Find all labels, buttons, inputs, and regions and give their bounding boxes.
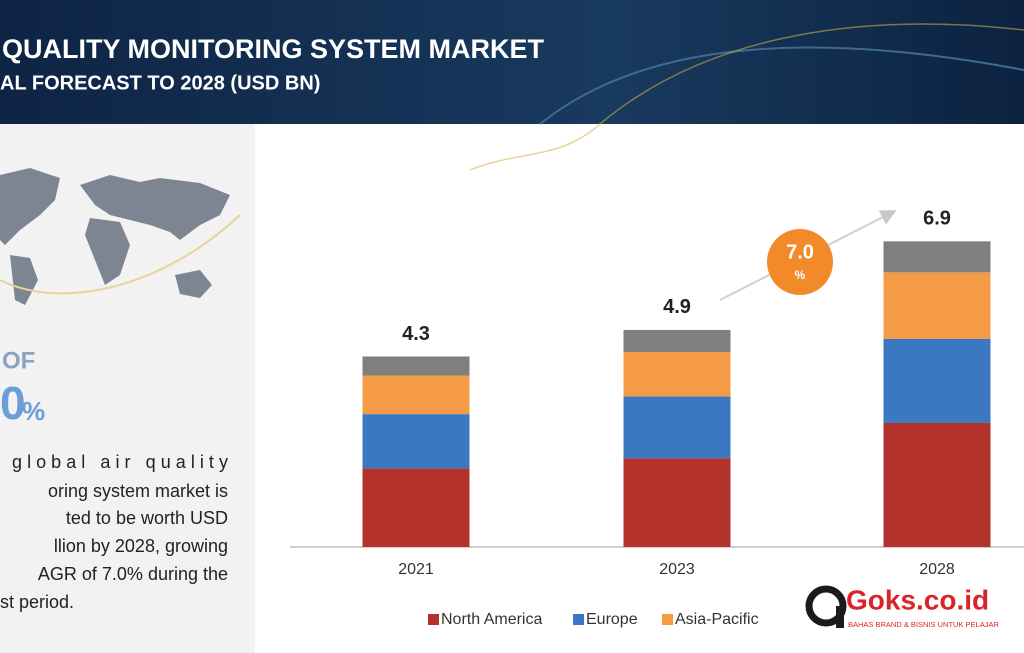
x-tick-label: 2023 <box>659 561 695 578</box>
highlight-label: OF <box>2 347 35 374</box>
description-line: st period. <box>0 592 74 612</box>
highlight-unit: % <box>22 396 45 426</box>
highlight-figure: 0 <box>0 377 26 429</box>
header-band <box>0 0 1024 124</box>
legend-swatch <box>573 614 584 625</box>
description-line: oring system market is <box>48 481 228 501</box>
bar-segment <box>623 352 731 397</box>
legend-swatch <box>428 614 439 625</box>
map-arc <box>0 214 241 295</box>
header-decor <box>599 23 1024 125</box>
bar-segment <box>623 458 731 547</box>
bar-segment <box>623 396 731 459</box>
bar-segment <box>883 338 991 423</box>
legend-label: Europe <box>586 611 638 628</box>
bar-segment <box>883 272 991 339</box>
bar-segment <box>883 241 991 273</box>
header-title: QUALITY MONITORING SYSTEM MARKET <box>2 34 545 64</box>
total-label: 6.9 <box>923 208 951 230</box>
legend-swatch <box>662 614 673 625</box>
total-label: 4.9 <box>663 296 691 318</box>
bar-segment <box>623 329 731 353</box>
description-line: llion by 2028, growing <box>54 536 228 556</box>
description-line: AGR of 7.0% during the <box>38 564 228 584</box>
legend-label: Asia-Pacific <box>675 611 759 628</box>
world-map <box>0 168 230 305</box>
cagr-bubble <box>767 229 833 295</box>
bar-segment <box>362 356 470 376</box>
header-decor <box>539 46 1024 125</box>
bar-chart: 4.3 2021 4.9 2023 6.9 2028 <box>362 208 991 578</box>
description-line: ted to be worth USD <box>66 508 228 528</box>
legend-label: North America <box>441 611 542 628</box>
chart-decor <box>469 123 601 171</box>
watermark-logo <box>836 606 844 628</box>
cagr-unit: % <box>795 268 806 282</box>
x-tick-label: 2028 <box>919 561 955 578</box>
bar-segment <box>362 468 470 547</box>
total-label: 4.3 <box>402 323 430 345</box>
bar-segment <box>883 422 991 547</box>
watermark-tagline: BAHAS BRAND & BISNIS UNTUK PELAJAR <box>848 620 999 629</box>
bar-segment <box>362 375 470 415</box>
watermark-brand: Goks.co.id <box>846 584 989 615</box>
bar-segment <box>362 414 470 469</box>
x-tick-label: 2021 <box>398 561 434 578</box>
header-subtitle: AL FORECAST TO 2028 (USD BN) <box>0 72 320 94</box>
cagr-value: 7.0 <box>786 241 814 263</box>
